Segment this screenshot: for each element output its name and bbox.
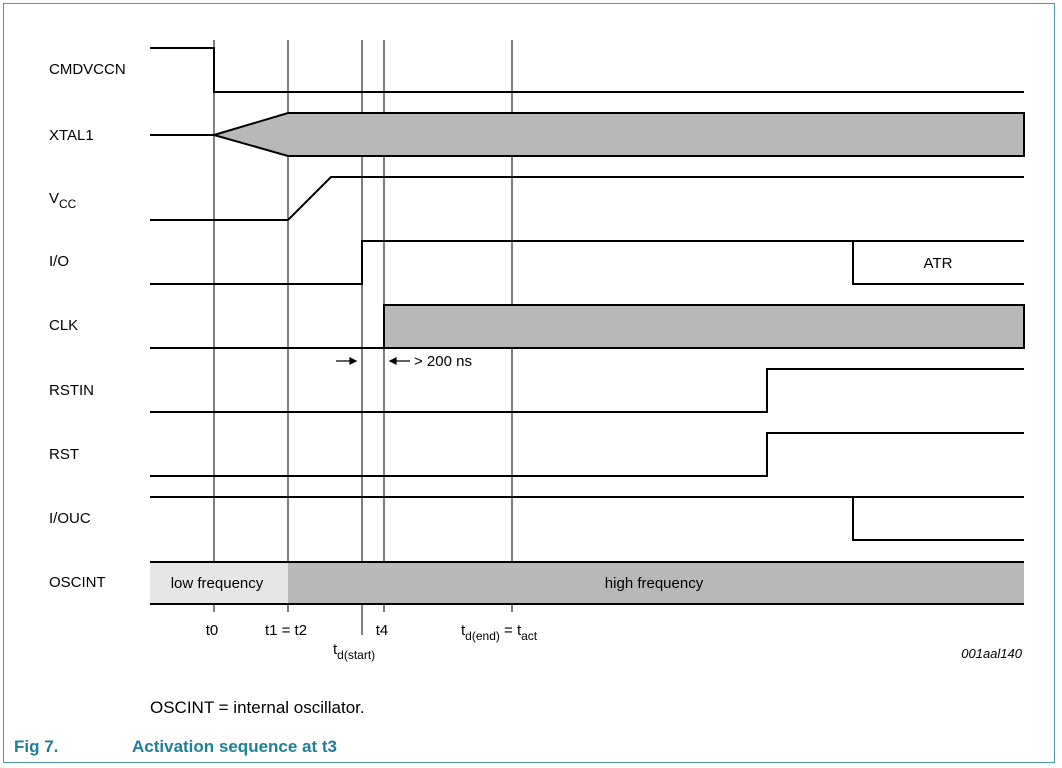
delay-label: > 200 ns — [414, 353, 472, 370]
time-td-end: td(end) = tact — [461, 622, 538, 643]
timing-diagram: CMDVCCN XTAL1 VCC I/O CLK RSTIN RST I/OU… — [49, 40, 1025, 662]
oscint-high-region — [288, 562, 1024, 604]
vcc-waveform — [150, 176, 1024, 221]
time-td-start: td(start) — [333, 641, 375, 662]
label-clk: CLK — [49, 317, 78, 334]
label-vcc: VCC — [49, 190, 77, 211]
time-t4: t4 — [376, 622, 389, 639]
io-atr-waveform — [852, 241, 1024, 285]
cmdvccn-waveform — [150, 47, 1024, 93]
label-xtal1: XTAL1 — [49, 127, 94, 144]
xtal1-clock-fill — [210, 112, 1025, 157]
rst-waveform — [150, 432, 1024, 477]
time-t0: t0 — [206, 622, 219, 639]
clk-running-fill — [383, 304, 1025, 349]
figure-id: 001aal140 — [961, 646, 1022, 661]
figure-caption: Fig 7. Activation sequence at t3 — [14, 737, 337, 757]
time-t1-t2: t1 = t2 — [265, 622, 307, 639]
io-waveform — [150, 240, 1024, 285]
oscint-low-region — [150, 562, 288, 604]
figure-frame — [3, 3, 1055, 763]
iouc-drop-line — [852, 497, 1024, 541]
rstin-waveform — [150, 368, 1024, 413]
label-iouc: I/OUC — [49, 510, 91, 527]
arrow-left-head — [388, 357, 397, 365]
low-frequency-label: low frequency — [171, 575, 264, 592]
label-cmdvccn: CMDVCCN — [49, 61, 126, 78]
arrow-right-head — [349, 357, 358, 365]
label-io: I/O — [49, 253, 69, 270]
caption-title: Activation sequence at t3 — [132, 737, 338, 756]
high-frequency-label: high frequency — [605, 575, 704, 592]
label-rst: RST — [49, 446, 79, 463]
figure-note: OSCINT = internal oscillator. — [150, 698, 365, 717]
atr-label: ATR — [924, 255, 953, 272]
caption-number: Fig 7. — [14, 737, 59, 756]
delay-arrows — [336, 357, 410, 365]
label-oscint: OSCINT — [49, 574, 106, 591]
label-rstin: RSTIN — [49, 382, 94, 399]
